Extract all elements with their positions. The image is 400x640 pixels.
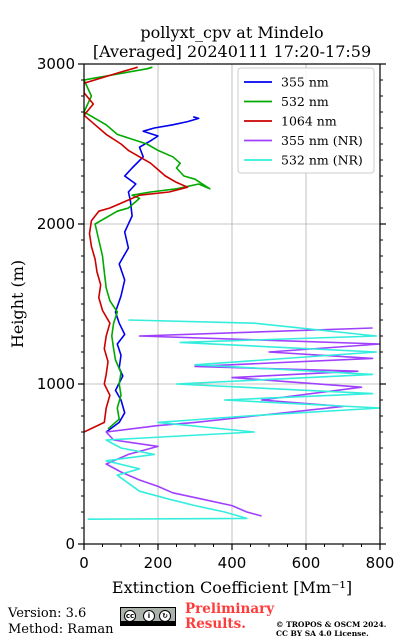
series-layer [84, 66, 380, 521]
x-tick-label: 800 [366, 554, 395, 572]
legend-label: 1064 nm [281, 114, 337, 129]
method-text: Method: Raman [8, 622, 114, 637]
x-tick-label: 200 [144, 554, 173, 572]
cc-license-badge: cc i ↻ [120, 607, 176, 626]
legend-label: 532 nm (NR) [281, 153, 363, 168]
x-tick-label: 400 [218, 554, 247, 572]
x-tick-label: 0 [79, 554, 89, 572]
preliminary-line1: Preliminary [185, 601, 275, 617]
preliminary-results-label: Preliminary Results. [185, 602, 274, 632]
axis-ticks: 0 200 400 600 800 0 1000 2000 3000 [37, 55, 395, 572]
series-line-532-nm-nr- [87, 319, 380, 521]
legend-label: 355 nm [281, 75, 329, 90]
legend-box [237, 67, 375, 174]
chart-title-line2: [Averaged] 20240111 17:20-17:59 [93, 42, 371, 61]
y-tick-label: 3000 [37, 55, 75, 73]
copyright-line2: CC BY SA 4.0 License. [276, 629, 369, 638]
version-text: Version: 3.6 [8, 606, 87, 621]
legend: 355 nm 532 nm 1064 nm 355 nm (NR) 532 nm (NR… [237, 67, 375, 174]
series-line-355-nm-nr- [105, 327, 380, 517]
series-line-1064-nm [84, 66, 189, 433]
y-tick-label: 2000 [37, 215, 75, 233]
x-axis-label: Extinction Coefficient [Mm⁻¹] [112, 578, 352, 597]
x-tick-label: 600 [292, 554, 321, 572]
preliminary-line2: Results. [185, 616, 246, 632]
y-tick-label: 1000 [37, 375, 75, 393]
cc-badge-strip [121, 621, 175, 625]
copyright-notice: © TROPOS & OSCM 2024. CC BY SA 4.0 Licen… [276, 620, 386, 638]
y-axis-label: Height (m) [8, 260, 27, 348]
y-tick-label: 0 [65, 535, 75, 553]
chart-title-line1: pollyxt_cpv at Mindelo [140, 23, 323, 42]
legend-label: 355 nm (NR) [281, 133, 363, 148]
copyright-line1: © TROPOS & OSCM 2024. [276, 620, 387, 629]
legend-label: 532 nm [281, 94, 329, 109]
by-icon: i [143, 610, 155, 622]
